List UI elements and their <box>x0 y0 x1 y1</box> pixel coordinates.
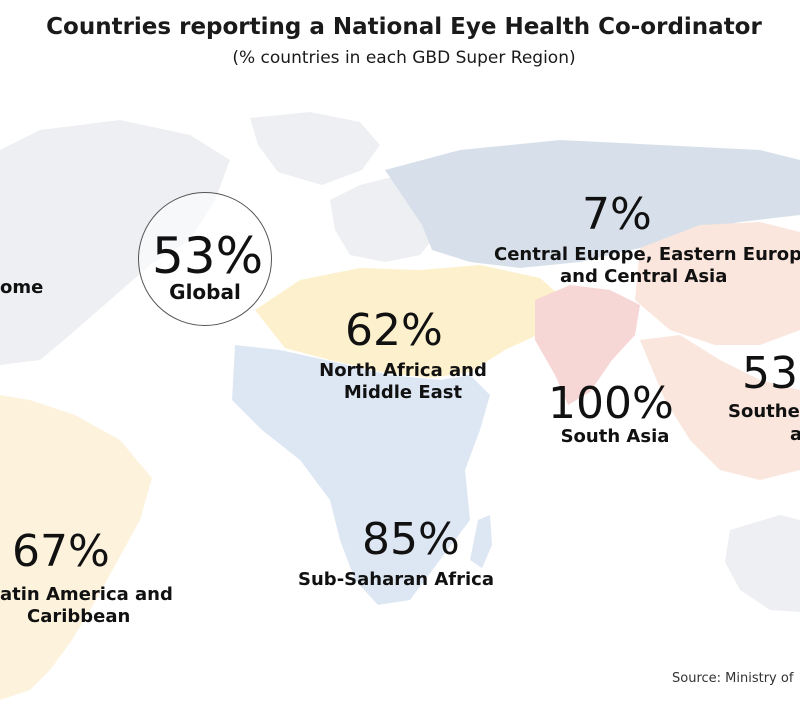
source-note: Source: Ministry of <box>672 671 794 686</box>
sub-saharan-africa-value: 85% <box>362 514 460 565</box>
central-europe-label-line2: and Central Asia <box>560 266 728 287</box>
latin-america-value: 67% <box>12 526 110 577</box>
region-australia-shape <box>725 515 800 612</box>
central-europe-label-line1: Central Europe, Eastern Europe <box>494 244 800 265</box>
north-africa-label-line1: North Africa and <box>319 360 487 381</box>
southeast-asia-clip: 53% Southeast Asia, and Oceania <box>720 340 800 450</box>
region-east-asia-shape <box>635 222 800 345</box>
region-high-income-greenland <box>250 112 380 185</box>
global-label: Global <box>169 280 241 304</box>
central-europe-value: 7% <box>582 189 652 240</box>
southeast-asia-label-line2: and Oceania <box>790 424 800 445</box>
latin-america-label-line1: atin America and <box>0 584 173 605</box>
sub-saharan-africa-label: Sub-Saharan Africa <box>298 569 494 590</box>
map-title: Countries reporting a National Eye Healt… <box>46 14 762 40</box>
region-high-income-north-america <box>0 120 230 365</box>
global-circle <box>138 192 272 326</box>
latin-america-label-line2: Caribbean <box>27 606 131 627</box>
region-north-africa-shape <box>255 265 565 378</box>
south-asia-value: 100% <box>548 378 674 429</box>
north-africa-label-line2: Middle East <box>343 382 463 403</box>
north-africa-value: 62% <box>345 305 443 356</box>
south-asia-label: South Asia <box>560 426 670 447</box>
region-south-asia-shape <box>535 285 640 405</box>
southeast-asia-value: 53% <box>742 348 800 399</box>
southeast-asia-label-line1: Southeast Asia, <box>728 401 800 422</box>
region-southeast-asia-shape <box>640 335 800 480</box>
high-income-label: ome <box>0 277 44 298</box>
global-value: 53% <box>152 227 264 285</box>
region-central-europe-shape <box>385 140 800 268</box>
region-latin-america-shape <box>0 395 152 700</box>
map-subtitle: (% countries in each GBD Super Region) <box>232 48 576 68</box>
region-madagascar-shape <box>470 515 492 568</box>
region-sub-saharan-africa-shape <box>232 345 490 605</box>
